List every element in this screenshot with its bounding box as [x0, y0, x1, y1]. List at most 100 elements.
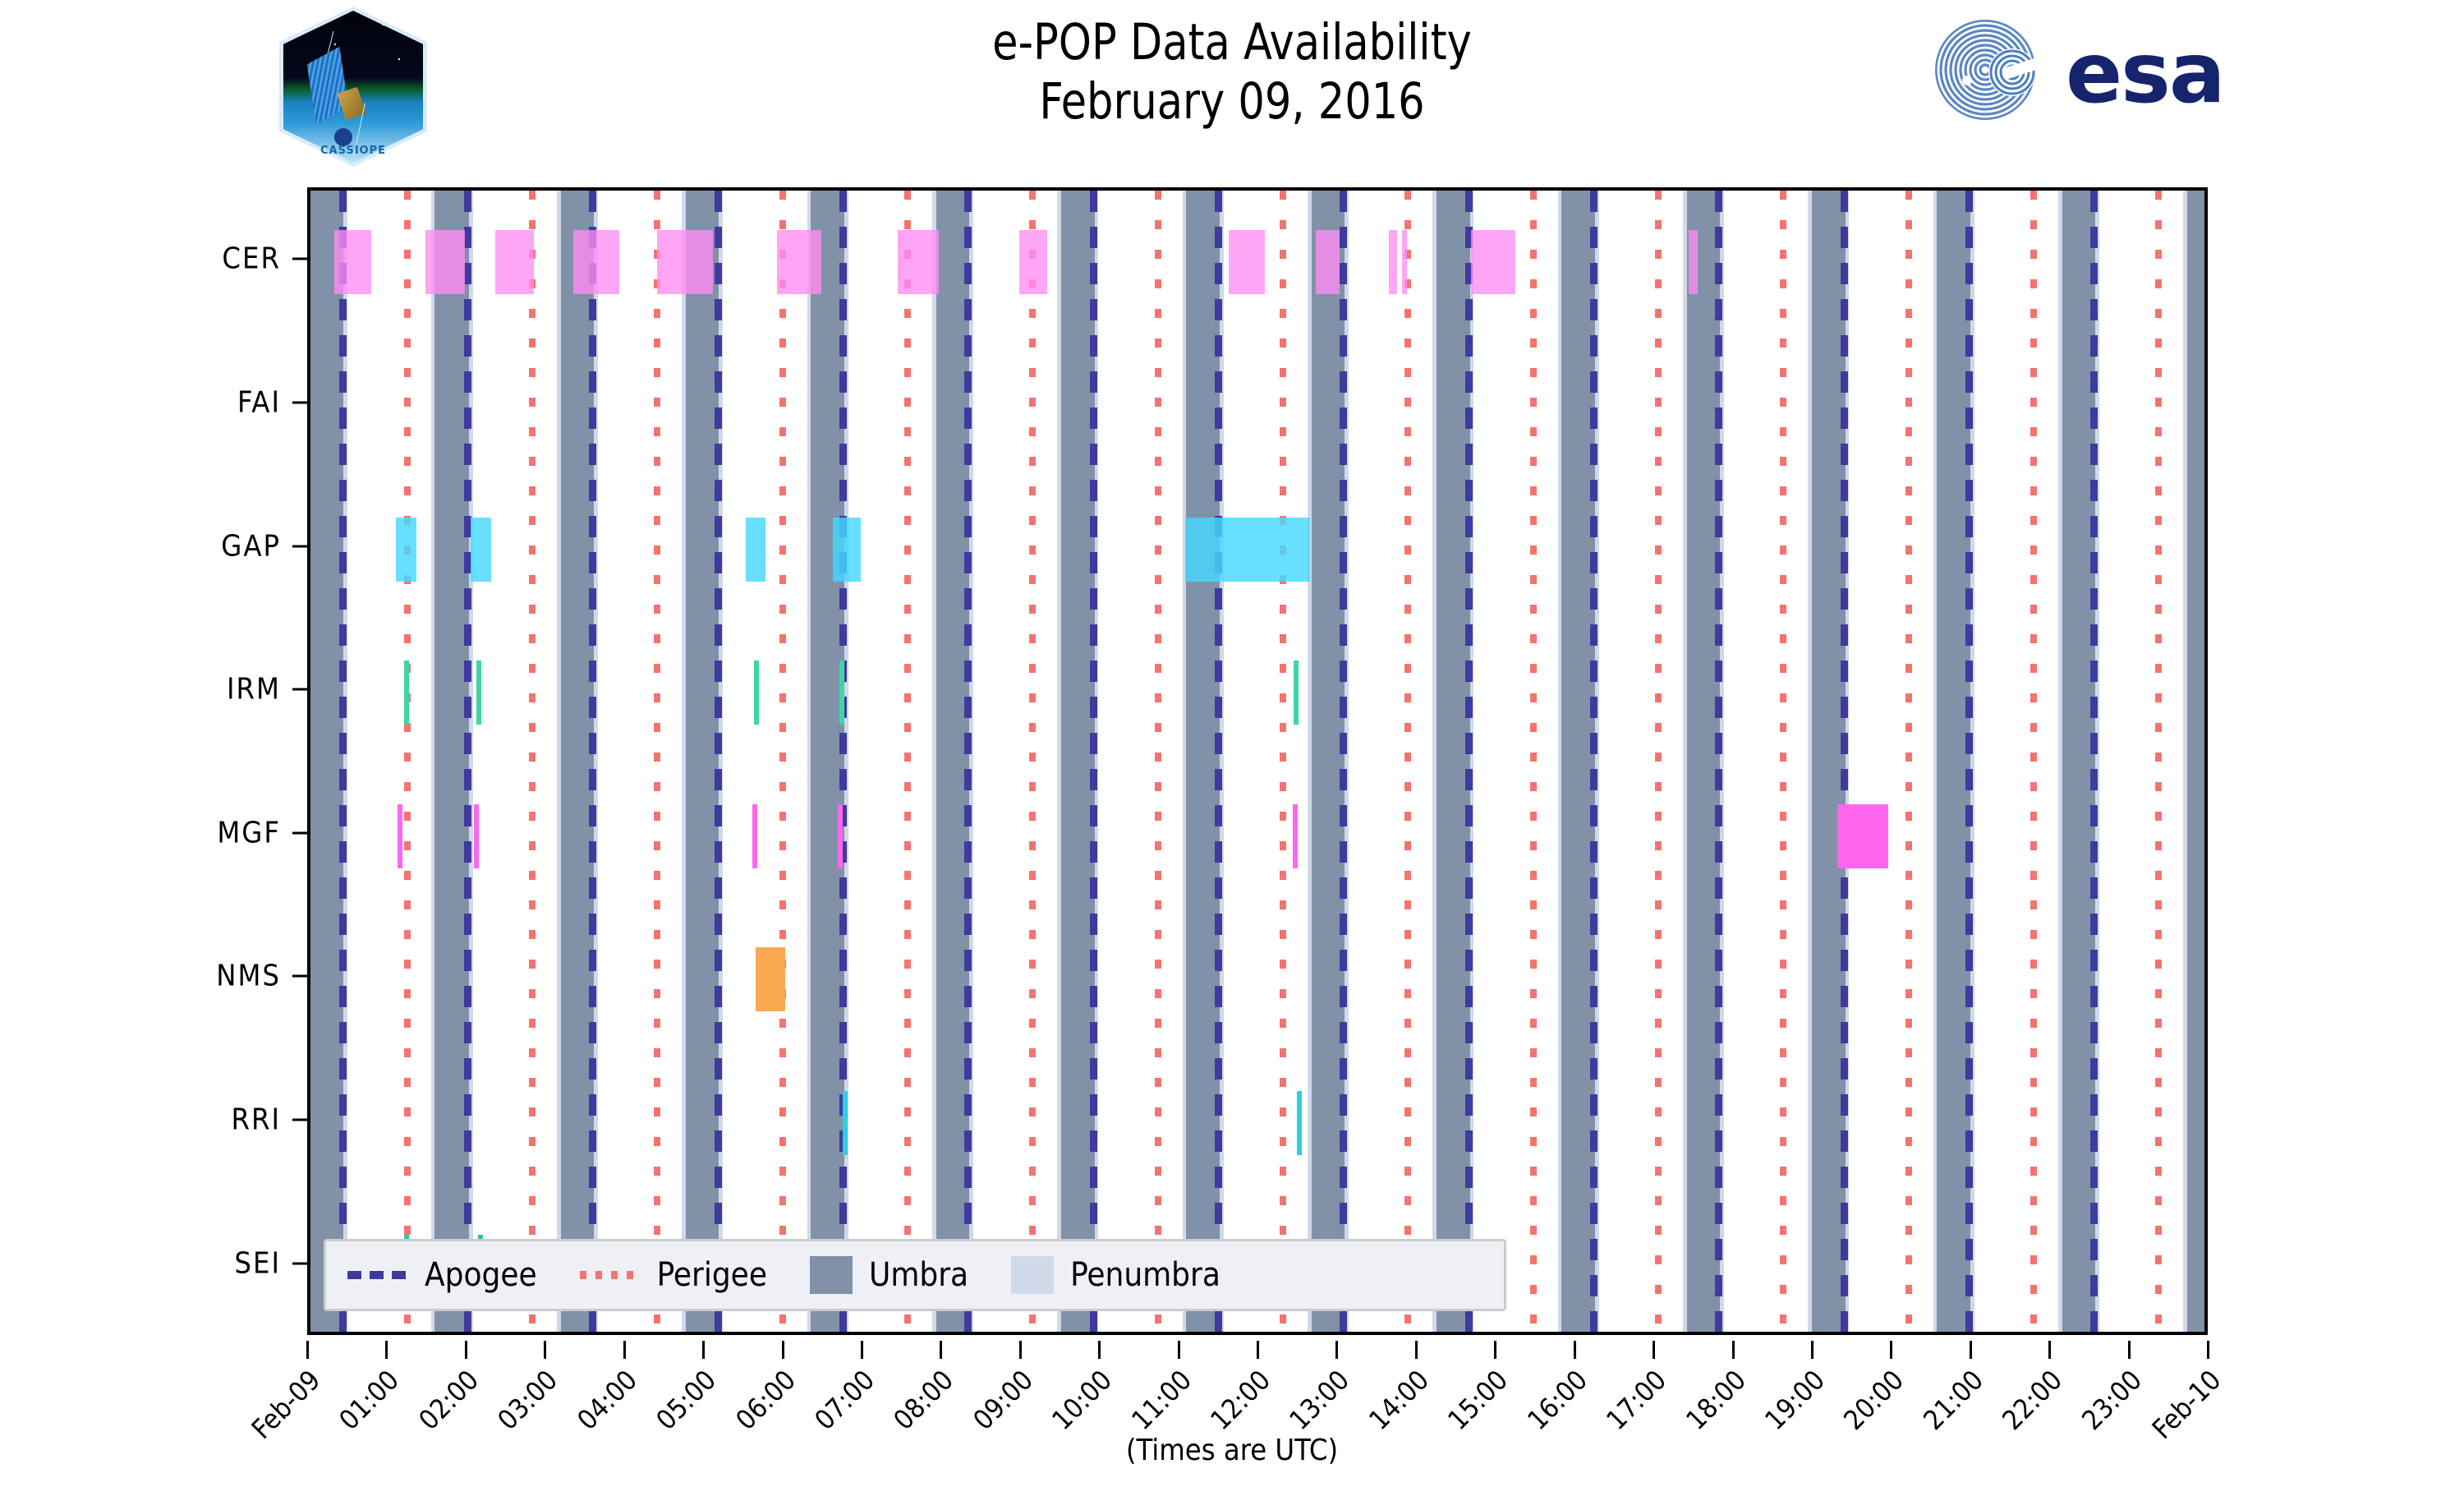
- x-axis-label-0700: 07:00: [807, 1364, 881, 1437]
- apogee-line: [589, 191, 597, 1332]
- data-availability-bar-mgf: [398, 803, 403, 868]
- x-axis-label-1900: 19:00: [1758, 1364, 1832, 1437]
- y-axis-tick: [292, 688, 307, 691]
- perigee-line: [2155, 191, 2163, 1332]
- data-availability-bar-gap: [396, 517, 417, 582]
- legend-label-penumbra: Penumbra: [1070, 1256, 1221, 1294]
- perigee-line: [1029, 191, 1037, 1332]
- chart-title: e-POP Data Availability February 09, 201…: [624, 13, 1840, 131]
- data-availability-bar-nms: [755, 947, 786, 1012]
- plot-axes-area: [307, 187, 2208, 1335]
- apogee-line: [1340, 191, 1348, 1332]
- data-availability-bar-cer: [1018, 230, 1047, 295]
- umbra-band: [1186, 191, 1220, 1332]
- x-axis-label-0200: 02:00: [411, 1364, 485, 1437]
- apogee-line: [1965, 191, 1973, 1332]
- apogee-line: [1589, 191, 1597, 1332]
- y-axis-tick: [292, 974, 307, 978]
- x-axis-label-1200: 12:00: [1204, 1364, 1277, 1437]
- y-axis-label-mgf: MGF: [217, 816, 281, 850]
- data-availability-bar-cer: [1401, 230, 1408, 295]
- data-availability-bar-rri: [842, 1091, 848, 1156]
- page-header: CASSIOPE e-POP Data Availability Februar…: [0, 0, 2464, 177]
- x-axis-label-2000: 20:00: [1837, 1364, 1910, 1437]
- y-axis-tick: [292, 831, 307, 835]
- data-availability-bar-cer: [898, 230, 939, 295]
- x-axis-label-2300: 23:00: [2075, 1364, 2148, 1437]
- x-axis-tick: [1810, 1341, 1814, 1359]
- data-availability-bar-irm: [476, 661, 482, 725]
- apogee-line: [1464, 191, 1473, 1332]
- umbra-box-swatch: [809, 1256, 853, 1294]
- umbra-band: [1812, 191, 1846, 1332]
- y-axis-tick: [292, 257, 307, 260]
- legend-item-umbra: Umbra: [809, 1256, 969, 1294]
- x-axis-tick: [2048, 1341, 2052, 1359]
- apogee-line: [964, 191, 972, 1332]
- perigee-line: [1154, 191, 1161, 1332]
- y-axis-label-irm: IRM: [227, 672, 281, 707]
- y-axis-tick: [292, 1118, 307, 1121]
- apogee-line: [1715, 191, 1723, 1332]
- data-availability-bar-gap: [1185, 517, 1277, 582]
- x-axis-label-0900: 09:00: [966, 1364, 1039, 1437]
- x-axis-label-1700: 17:00: [1600, 1364, 1673, 1437]
- perigee-line: [403, 191, 411, 1332]
- perigee-line-swatch: [579, 1271, 641, 1279]
- apogee-line: [839, 191, 847, 1332]
- perigee-line: [1529, 191, 1537, 1332]
- x-axis-label-1300: 13:00: [1283, 1364, 1356, 1437]
- data-availability-bar-cer: [1229, 230, 1265, 295]
- legend-item-penumbra: Penumbra: [1011, 1256, 1221, 1294]
- y-axis-label-cer: CER: [222, 242, 281, 276]
- apogee-line: [1214, 191, 1222, 1332]
- x-axis-tick: [1573, 1341, 1576, 1359]
- y-axis-label-sei: SEI: [234, 1246, 281, 1281]
- data-availability-bar-irm: [403, 661, 409, 725]
- data-availability-bar-mgf: [838, 803, 844, 868]
- apogee-line: [1089, 191, 1097, 1332]
- y-axis-label-fai: FAI: [237, 385, 281, 420]
- chart-legend: Apogee Perigee Umbra Penumbra: [324, 1239, 1506, 1311]
- chart-title-line-2: February 09, 2016: [1039, 72, 1425, 131]
- svg-text:esa: esa: [2066, 25, 2224, 122]
- umbra-band: [686, 191, 719, 1332]
- x-axis-label-1400: 14:00: [1362, 1364, 1435, 1437]
- data-availability-bar-cer: [1688, 230, 1699, 295]
- data-availability-bar-cer: [494, 230, 534, 295]
- umbra-band: [1686, 191, 1721, 1332]
- logo-hex-image: [283, 11, 423, 163]
- data-availability-bar-mgf: [752, 803, 757, 868]
- perigee-line: [1780, 191, 1787, 1332]
- y-axis-tick: [292, 1262, 307, 1265]
- perigee-line: [2030, 191, 2038, 1332]
- y-axis-tick: [292, 545, 307, 548]
- x-axis-tick: [1257, 1341, 1259, 1359]
- data-availability-bar-mgf: [473, 803, 479, 868]
- legend-label-apogee: Apogee: [425, 1256, 537, 1294]
- legend-label-umbra: Umbra: [868, 1256, 969, 1294]
- x-axis-tick: [1653, 1341, 1656, 1359]
- umbra-band: [1937, 191, 1970, 1332]
- y-axis-label-nms: NMS: [216, 959, 281, 993]
- x-axis-tick: [464, 1341, 467, 1359]
- x-axis-label-2200: 22:00: [1996, 1364, 2069, 1437]
- x-axis-tick: [623, 1341, 626, 1359]
- legend-label-perigee: Perigee: [656, 1256, 767, 1294]
- x-axis-tick: [2127, 1341, 2131, 1359]
- esa-logo: esa: [1934, 16, 2292, 123]
- chart-title-line-1: e-POP Data Availability: [992, 13, 1472, 71]
- x-axis-ticks: [306, 1341, 2209, 1365]
- y-axis-label-rri: RRI: [231, 1103, 281, 1137]
- x-axis-label-0400: 04:00: [570, 1364, 643, 1437]
- data-availability-bar-cer: [573, 230, 619, 295]
- y-axis: CER FAI GAP IRM MGF NMS RRI SEI: [0, 0, 307, 1479]
- x-axis-label-1100: 11:00: [1124, 1364, 1198, 1437]
- x-axis-tick: [1177, 1341, 1180, 1359]
- data-availability-bar-mgf: [1837, 803, 1888, 868]
- umbra-band: [935, 191, 970, 1332]
- y-axis-label-gap: GAP: [221, 529, 281, 564]
- data-availability-bar-gap: [470, 517, 491, 582]
- penumbra-box-swatch: [1011, 1256, 1055, 1294]
- x-axis-tick: [1494, 1341, 1497, 1359]
